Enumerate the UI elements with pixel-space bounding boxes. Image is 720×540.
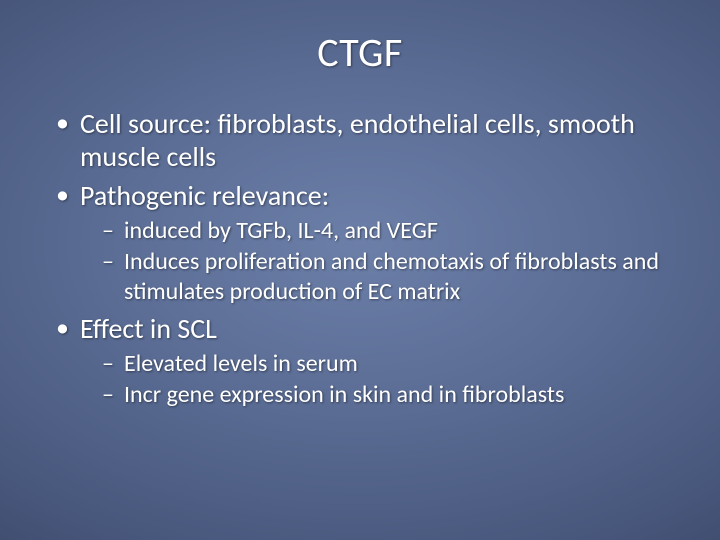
bullet-text: induced by TGFb, IL-4, and VEGF [124,216,438,245]
bullet-text: Induces proliferation and chemotaxis of … [124,247,659,305]
list-item: Elevated levels in serum [106,349,680,378]
list-item: induced by TGFb, IL-4, and VEGF [106,216,680,245]
bullet-text: Effect in SCL [80,311,217,346]
sub-bullet-list: induced by TGFb, IL-4, and VEGF Induces … [80,216,680,306]
slide-container: CTGF Cell source: fibroblasts, endotheli… [0,0,720,540]
bullet-text: Elevated levels in serum [124,349,358,378]
list-item: Pathogenic relevance: induced by TGFb, I… [62,179,680,306]
list-item: Induces proliferation and chemotaxis of … [106,247,680,306]
bullet-text: Incr gene expression in skin and in fibr… [124,380,564,409]
bullet-text: Pathogenic relevance: [80,178,329,213]
bullet-text: Cell source: fibroblasts, endothelial ce… [80,106,635,174]
sub-bullet-list: Elevated levels in serum Incr gene expre… [80,349,680,410]
bullet-list: Cell source: fibroblasts, endothelial ce… [40,107,680,409]
list-item: Effect in SCL Elevated levels in serum I… [62,312,680,410]
list-item: Incr gene expression in skin and in fibr… [106,380,680,409]
list-item: Cell source: fibroblasts, endothelial ce… [62,107,680,173]
slide-title: CTGF [40,28,680,77]
